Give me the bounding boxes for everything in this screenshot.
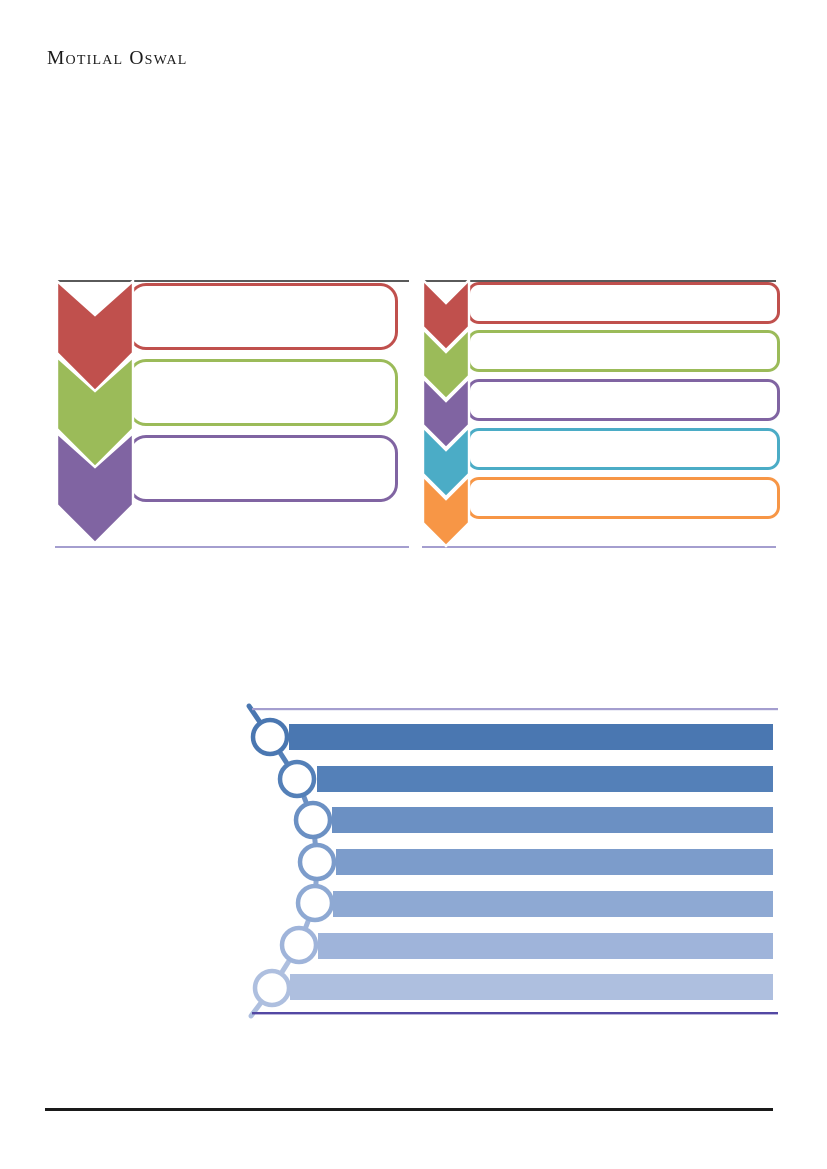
process-step-box <box>467 428 780 470</box>
process-bar <box>289 724 773 750</box>
process-bar <box>336 849 773 875</box>
process-bar <box>318 933 773 959</box>
chevron-down-shape <box>421 375 471 450</box>
chevron-down-icon <box>421 326 471 401</box>
process-circle-node <box>252 968 292 1008</box>
process-bar <box>333 891 773 917</box>
diagram-bottom-border <box>252 1012 778 1015</box>
chevron-down-icon <box>421 424 471 499</box>
process-step-box <box>128 283 398 350</box>
chevron-down-icon <box>421 473 471 548</box>
diagram-top-border <box>252 708 778 711</box>
process-circle-node <box>250 717 290 757</box>
chevron-down-shape <box>421 424 471 499</box>
process-step-box <box>128 435 398 502</box>
process-step-box <box>467 330 780 372</box>
process-step-box <box>128 359 398 426</box>
chevron-down-icon <box>55 278 135 393</box>
chevron-down-icon <box>421 277 471 352</box>
process-step-box <box>467 379 780 421</box>
process-circle-node <box>295 883 335 923</box>
process-step-box <box>467 282 780 324</box>
process-circle-node <box>279 925 319 965</box>
process-bar <box>317 766 773 792</box>
chevron-down-shape <box>421 277 471 352</box>
diagram-top-border <box>424 280 776 282</box>
process-step-box <box>467 477 780 519</box>
staggered-bar-diagram <box>246 703 778 1019</box>
chevron-down-icon <box>55 430 135 545</box>
diagram-bottom-border <box>422 546 776 549</box>
chevron-down-shape <box>421 326 471 401</box>
diagram-top-border <box>57 280 409 282</box>
process-diagram-3-step <box>55 278 411 549</box>
footer-rule <box>45 1108 773 1111</box>
process-circle-node <box>277 759 317 799</box>
process-circle-node <box>297 842 337 882</box>
process-bar <box>290 974 773 1000</box>
chevron-down-shape <box>55 278 135 393</box>
chevron-down-shape <box>55 354 135 469</box>
chevron-down-shape <box>421 473 471 548</box>
chevron-down-shape <box>55 430 135 545</box>
process-diagram-5-step <box>421 277 780 549</box>
chevron-down-icon <box>55 354 135 469</box>
brand-logo: Motilal Oswal <box>47 48 188 69</box>
process-bar <box>332 807 773 833</box>
process-circle-node <box>293 800 333 840</box>
chevron-down-icon <box>421 375 471 450</box>
diagram-bottom-border <box>55 546 409 549</box>
